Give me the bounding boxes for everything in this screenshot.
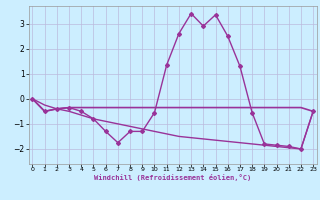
X-axis label: Windchill (Refroidissement éolien,°C): Windchill (Refroidissement éolien,°C) [94,174,252,181]
